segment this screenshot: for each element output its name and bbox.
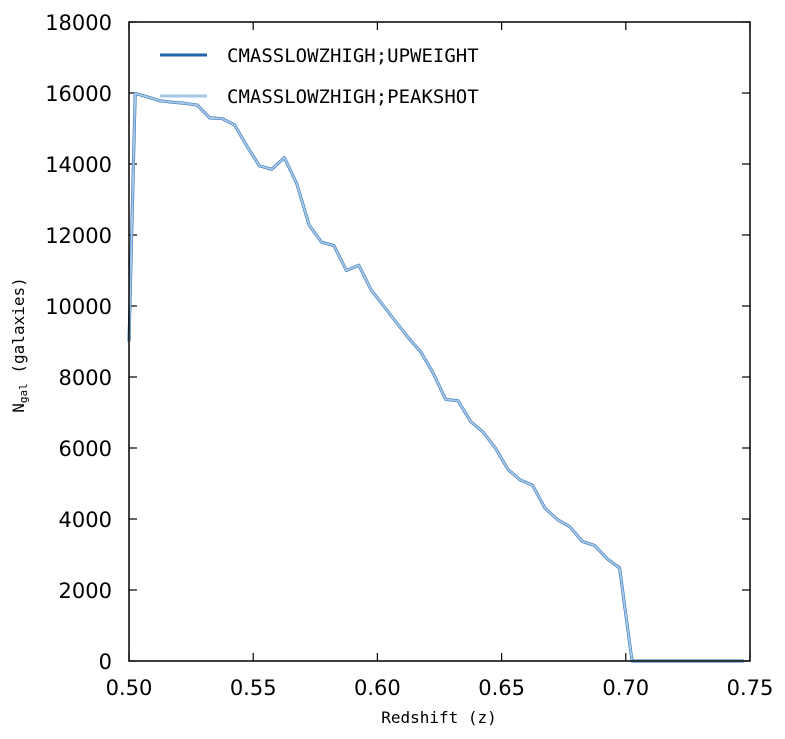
- y-tick-label: 2000: [59, 579, 112, 603]
- series-line-1: [127, 91, 744, 663]
- y-tick-label: 18000: [45, 11, 112, 35]
- y-axis-title-sub: gal: [17, 383, 30, 403]
- y-tick-label: 14000: [45, 153, 112, 177]
- y-tick-label: 10000: [45, 295, 112, 319]
- y-tick-label: 0: [99, 650, 112, 674]
- x-tick-label: 0.70: [602, 676, 649, 700]
- x-tick-label: 0.50: [106, 676, 153, 700]
- y-axis-title-rest: (galaxies): [9, 277, 28, 383]
- legend-label-2: CMASSLOWZHIGH;PEAKSHOT: [227, 86, 479, 108]
- y-tick-label: 8000: [59, 366, 112, 390]
- x-tick-label: 0.75: [727, 676, 774, 700]
- plot-frame: [128, 21, 751, 662]
- y-tick-label: 12000: [45, 224, 112, 248]
- x-tick-label: 0.60: [354, 676, 401, 700]
- y-tick-label: 4000: [59, 508, 112, 532]
- legend: CMASSLOWZHIGH;UPWEIGHT CMASSLOWZHIGH;PEAK…: [160, 45, 479, 108]
- x-tick-label: 0.65: [478, 676, 525, 700]
- legend-label-1: CMASSLOWZHIGH;UPWEIGHT: [227, 45, 479, 67]
- y-axis-title-main: N: [9, 403, 28, 413]
- y-tick-label: 6000: [59, 437, 112, 461]
- x-ticks: 0.50 0.55 0.60 0.65 0.70 0.75: [106, 22, 774, 700]
- y-ticks: 0 2000 4000 6000 8000 10000 12000 14000 16000 180…: [45, 11, 750, 674]
- series-lines: [127, 91, 744, 663]
- x-tick-label: 0.55: [230, 676, 277, 700]
- x-axis-title: Redshift (z): [381, 708, 497, 727]
- y-axis-title: Ngal (galaxies): [9, 277, 30, 412]
- y-tick-label: 16000: [45, 82, 112, 106]
